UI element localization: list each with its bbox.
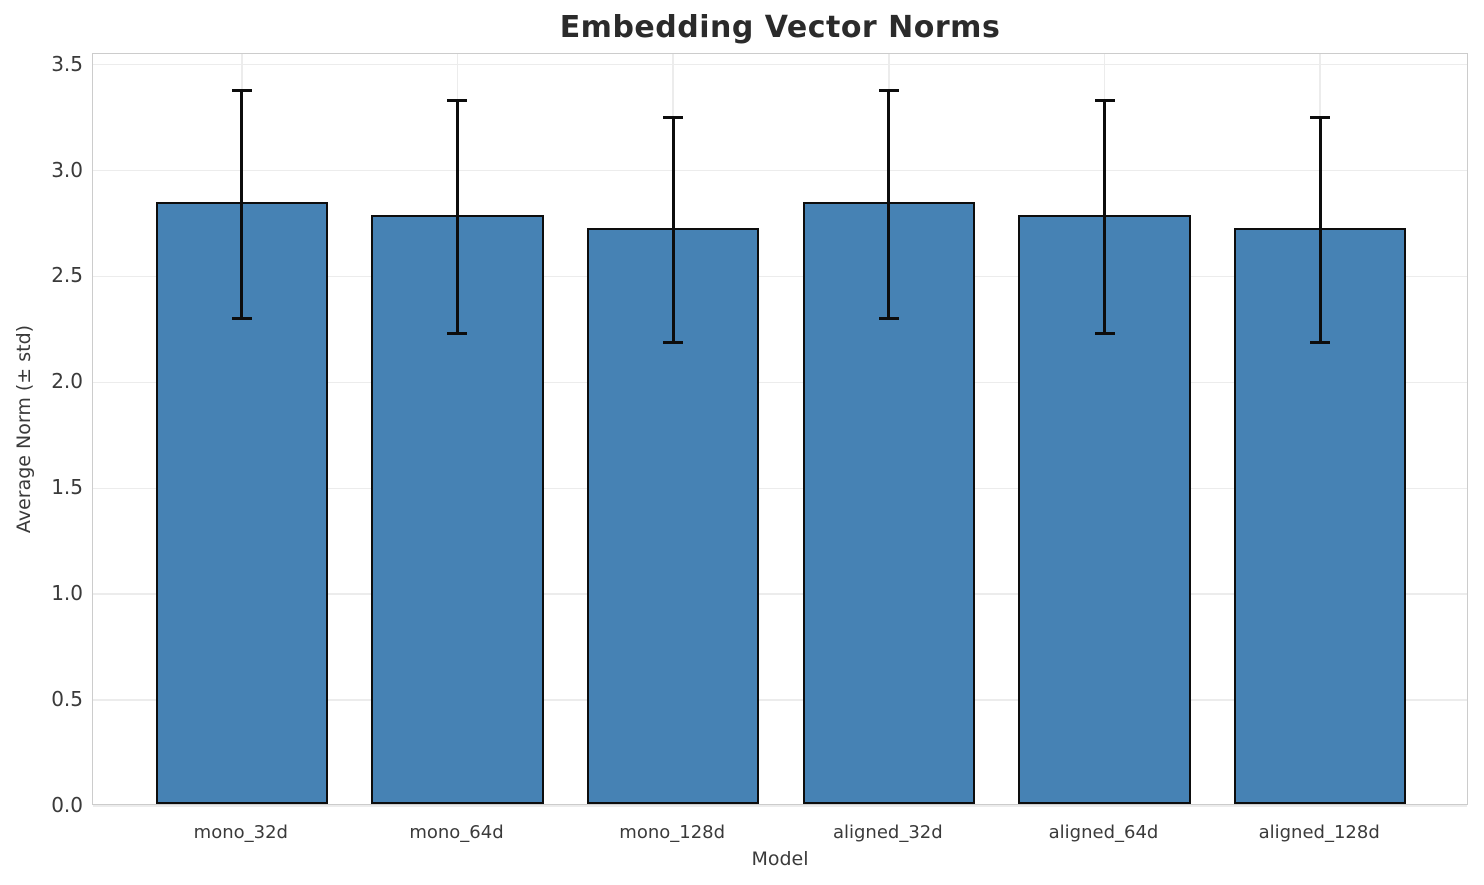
error-bar-cap-bottom xyxy=(447,332,468,336)
y-tick-label: 0.5 xyxy=(51,687,83,712)
y-tick-label: 1.5 xyxy=(51,475,83,500)
horizontal-gridline xyxy=(93,487,1467,489)
x-tick-label-mono_64d: mono_64d xyxy=(409,822,504,843)
error-bar-cap-top xyxy=(878,88,899,92)
y-tick-label: 2.0 xyxy=(51,369,83,394)
error-bar-line xyxy=(671,117,675,343)
y-axis-label: Average Norm (± std) xyxy=(13,324,35,534)
y-tick-label: 3.5 xyxy=(51,51,83,76)
error-bar-line xyxy=(1318,117,1322,343)
x-tick-label-aligned_32d: aligned_32d xyxy=(832,822,943,843)
x-tick-label-aligned_64d: aligned_64d xyxy=(1048,822,1159,843)
error-bar-cap-bottom xyxy=(231,317,252,321)
horizontal-gridline xyxy=(93,63,1467,66)
error-bar-cap-top xyxy=(663,116,684,120)
horizontal-gridline xyxy=(93,805,1467,807)
x-axis-label: Model xyxy=(751,848,809,870)
y-tick-label: 1.0 xyxy=(51,581,83,606)
horizontal-gridline xyxy=(93,381,1467,384)
error-bar-cap-bottom xyxy=(1094,332,1115,336)
chart-title: Embedding Vector Norms xyxy=(559,10,1001,45)
error-bar-cap-top xyxy=(231,88,252,92)
x-tick-label-mono_32d: mono_32d xyxy=(193,822,288,843)
horizontal-gridline xyxy=(93,169,1467,172)
error-bar-line xyxy=(240,90,244,319)
error-bar-cap-bottom xyxy=(663,340,684,344)
x-tick-label-aligned_128d: aligned_128d xyxy=(1258,822,1380,843)
y-tick-label: 0.0 xyxy=(51,793,83,817)
bar-aligned_64d xyxy=(1018,215,1191,804)
error-bar-cap-bottom xyxy=(1310,340,1331,344)
error-bar-cap-top xyxy=(1310,116,1331,120)
y-tick-label: 2.5 xyxy=(51,263,83,288)
error-bar-line xyxy=(887,90,891,319)
error-bar-line xyxy=(455,100,459,334)
error-bar-line xyxy=(1103,100,1106,334)
error-bar-cap-top xyxy=(447,99,468,103)
y-tick-label: 3.0 xyxy=(51,157,83,182)
horizontal-gridline xyxy=(93,275,1467,278)
horizontal-gridline xyxy=(93,593,1467,595)
x-tick-label-mono_128d: mono_128d xyxy=(619,822,726,843)
horizontal-gridline xyxy=(93,699,1467,701)
error-bar-cap-top xyxy=(1094,99,1115,103)
plot-area xyxy=(92,53,1468,807)
error-bar-cap-bottom xyxy=(878,317,899,321)
